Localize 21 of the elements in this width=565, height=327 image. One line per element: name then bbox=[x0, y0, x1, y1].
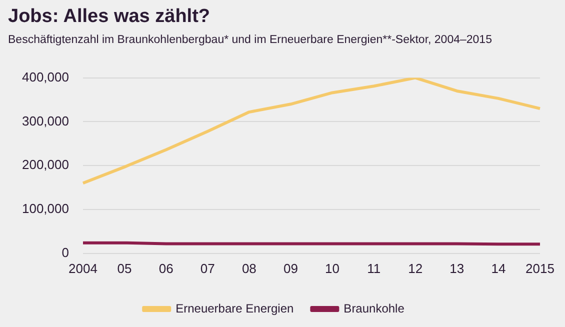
y-tick-label: 300,000 bbox=[22, 113, 69, 128]
x-tick-label: 2004 bbox=[68, 260, 98, 276]
y-tick-label: 0 bbox=[62, 244, 69, 260]
x-tick-label: 14 bbox=[491, 260, 506, 276]
x-tick-label: 05 bbox=[117, 260, 132, 276]
y-tick-label: 200,000 bbox=[22, 157, 69, 172]
y-tick-label: 100,000 bbox=[22, 201, 69, 216]
legend-label: Erneuerbare Energien bbox=[176, 301, 294, 316]
x-tick-label: 11 bbox=[367, 260, 381, 276]
x-tick-label: 06 bbox=[158, 260, 174, 276]
chart-subtitle: Beschäftigtenzahl im Braunkohlenbergbau* und im Erneuerbare Energien**-Sektor, 2004–2015 bbox=[8, 34, 492, 46]
x-tick-label: 09 bbox=[283, 260, 298, 276]
x-tick-label: 13 bbox=[450, 260, 464, 276]
legend-label: Braunkohle bbox=[344, 301, 405, 316]
x-tick-label: 07 bbox=[200, 260, 215, 276]
y-tick-label: 400,000 bbox=[22, 69, 69, 84]
x-tick-label: 12 bbox=[408, 260, 423, 276]
x-tick-label: 10 bbox=[325, 260, 340, 276]
x-tick-label: 2015 bbox=[526, 260, 554, 276]
x-tick-label: 08 bbox=[242, 260, 256, 276]
chart-title: Jobs: Alles was zählt? bbox=[8, 6, 210, 28]
